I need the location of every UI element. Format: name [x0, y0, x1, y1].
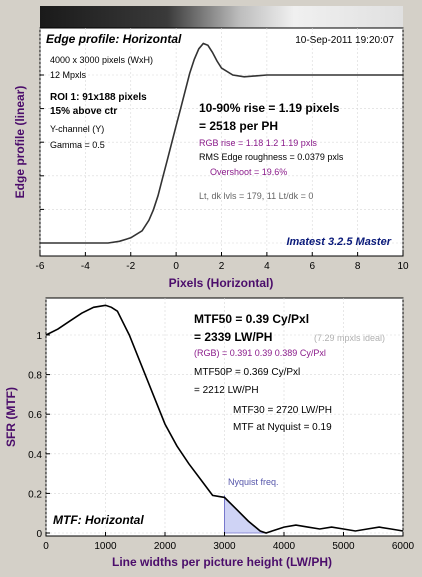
edge-x-tick-label: -2 [126, 261, 135, 272]
mtf-y-tick-label: 0.6 [28, 410, 42, 421]
mtf-y-tick-label: 0.8 [28, 371, 42, 382]
mtf-x-tick-label: 1000 [94, 541, 117, 552]
rise-text: 10-90% rise = 1.19 pixels [199, 101, 340, 115]
edge-x-tick-label: 2 [219, 261, 225, 272]
mtf-x-tick-label: 0 [43, 541, 49, 552]
edge-plot-title: Edge profile: Horizontal [46, 32, 182, 46]
rgb-rise-text: RGB rise = 1.18 1.2 1.19 pxls [199, 138, 317, 148]
edge-x-tick-label: 10 [397, 261, 409, 272]
edge-xlabel: Pixels (Horizontal) [169, 276, 274, 290]
mtf-x-tick-label: 3000 [213, 541, 236, 552]
mtf-x-tick-label: 2000 [154, 541, 177, 552]
mtf50p-text: MTF50P = 0.369 Cy/Pxl [194, 367, 300, 378]
mtf50p-lw-text: = 2212 LW/PH [194, 385, 259, 396]
mtf-y-tick-label: 0 [36, 529, 42, 540]
edge-profile-curve [40, 42, 403, 244]
edge-x-tick-label: 8 [355, 261, 361, 272]
mtf-y-tick-label: 0.2 [28, 489, 42, 500]
mpxls-text: 12 Mpxls [50, 70, 87, 80]
gamma-text: Gamma = 0.5 [50, 140, 105, 150]
mtf50-ideal-text: (7.29 mpxls ideal) [314, 333, 385, 343]
edge-profile-plot: -6 -4 -2 0 2 4 6 8 10 Edge profile: Horizontal 1… [13, 27, 409, 290]
mtf50-text: MTF50 = 0.39 Cy/Pxl [194, 312, 309, 326]
overshoot-text: Overshoot = 19.6% [210, 167, 287, 177]
channel-text: Y-channel (Y) [50, 124, 104, 134]
mtf-plot: 0 1000 2000 3000 4000 5000 600000.20.40.60.81 … [4, 297, 415, 569]
mtf-x-tick-label: 4000 [273, 541, 296, 552]
per-ph-text: = 2518 per PH [199, 119, 278, 133]
edge-x-tick-label: -4 [81, 261, 90, 272]
timestamp-text: 10-Sep-2011 19:20:07 [295, 35, 394, 46]
nyquist-label: Nyquist freq. [228, 477, 279, 487]
levels-text: Lt, dk lvls = 179, 11 Lt/dk = 0 [199, 191, 313, 201]
mtf-y-tick-label: 0.4 [28, 450, 42, 461]
mtf-x-tick-label: 5000 [332, 541, 355, 552]
mtf30-text: MTF30 = 2720 LW/PH [233, 405, 332, 416]
edge-gradient-strip [40, 6, 403, 28]
mtf50-lw-text: = 2339 LW/PH [194, 330, 272, 344]
edge-ylabel: Edge profile (linear) [13, 86, 27, 199]
edge-x-tick-label: 0 [173, 261, 179, 272]
edge-x-tick-label: 4 [264, 261, 270, 272]
edge-x-tick-label: -6 [36, 261, 45, 272]
edge-x-tick-label: 6 [309, 261, 315, 272]
imatest-brand-text: Imatest 3.2.5 Master [286, 236, 391, 248]
mtf-xlabel: Line widths per picture height (LW/PH) [112, 555, 332, 569]
image-size-text: 4000 x 3000 pixels (WxH) [50, 55, 153, 65]
roi-pos-text: 15% above ctr [50, 106, 117, 117]
mtf-x-tick-label: 6000 [392, 541, 415, 552]
mtf-ylabel: SFR (MTF) [4, 387, 18, 447]
roi-text: ROI 1: 91x188 pixels [50, 92, 147, 103]
mtf-nyquist-text: MTF at Nyquist = 0.19 [233, 422, 332, 433]
mtf-plot-title: MTF: Horizontal [53, 513, 144, 527]
mtf-y-tick-label: 1 [36, 331, 42, 342]
mtf-curve [45, 304, 404, 534]
roughness-text: RMS Edge roughness = 0.0379 pxls [199, 152, 344, 162]
rgb-mtf-text: (RGB) = 0.391 0.39 0.389 Cy/Pxl [194, 348, 326, 358]
